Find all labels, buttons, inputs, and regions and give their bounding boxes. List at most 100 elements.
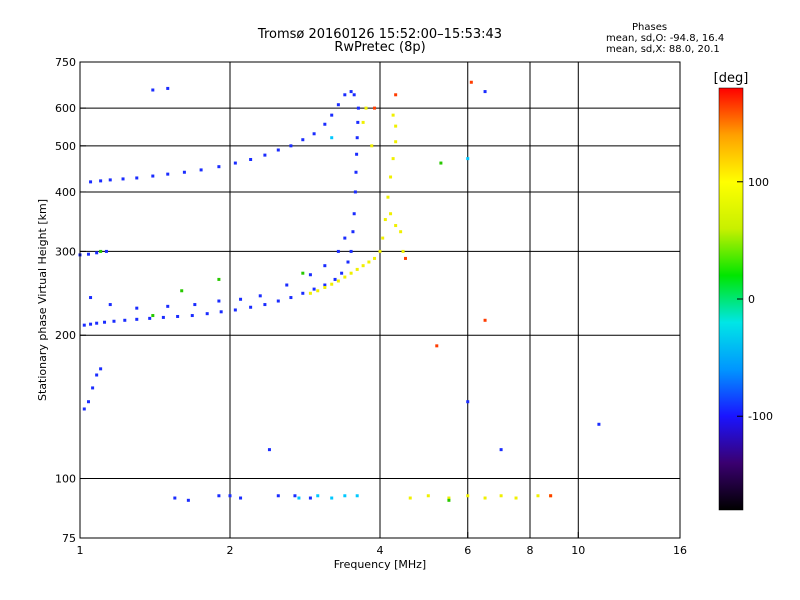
data-point [391, 157, 395, 161]
data-point [514, 496, 518, 500]
data-point [190, 314, 194, 318]
data-point [330, 496, 334, 500]
data-point [89, 322, 93, 326]
data-point [217, 299, 221, 303]
data-point [301, 291, 305, 295]
data-point [86, 400, 90, 404]
data-point [312, 287, 316, 291]
data-point [389, 175, 393, 179]
data-point [316, 289, 320, 293]
data-point [99, 179, 103, 183]
data-point [426, 494, 430, 498]
colorbar-tick-label: 100 [748, 176, 769, 189]
y-tick-label: 400 [55, 186, 76, 199]
data-point [95, 251, 99, 255]
data-point [597, 422, 601, 426]
data-point [356, 120, 360, 124]
data-point [108, 178, 112, 182]
data-point [394, 140, 398, 144]
data-point [89, 296, 93, 300]
data-point [354, 170, 358, 174]
x-tick-label: 16 [673, 544, 687, 557]
data-point [276, 148, 280, 152]
data-point [343, 236, 347, 240]
data-point [308, 291, 312, 295]
data-point [297, 496, 301, 500]
data-point [349, 249, 353, 253]
data-point [103, 320, 107, 324]
phases-label: Phases [632, 22, 668, 33]
data-point [323, 264, 327, 268]
data-point [239, 297, 243, 301]
colorbar-tick-label: -100 [748, 410, 773, 423]
data-point [186, 498, 190, 502]
data-point [447, 496, 451, 500]
data-point [123, 318, 127, 322]
data-point [336, 249, 340, 253]
data-point [536, 494, 540, 498]
chart-subtitle: RwPretec (8p) [334, 40, 426, 55]
data-point [373, 256, 377, 260]
data-point [276, 494, 280, 498]
data-point [323, 122, 327, 126]
data-point [135, 306, 139, 310]
x-mode-stats: mean, sd,X: 88.0, 20.1 [606, 44, 720, 55]
data-point [151, 314, 155, 318]
colorbar-ticks: -100 0 100 [737, 176, 773, 423]
data-point [466, 157, 470, 161]
data-point [394, 93, 398, 97]
data-point [351, 230, 355, 234]
data-point [346, 260, 350, 264]
data-point [483, 496, 487, 500]
data-point [352, 93, 356, 97]
data-point [466, 400, 470, 404]
data-point [361, 264, 365, 268]
data-point [447, 498, 451, 502]
data-point [349, 271, 353, 275]
data-point [394, 124, 398, 128]
data-point [249, 305, 253, 309]
data-point [403, 256, 407, 260]
data-point [466, 494, 470, 498]
y-axis-ticks: 75 100 200 300 400 500 600 750 [55, 56, 86, 545]
data-point [95, 373, 99, 377]
data-point [233, 308, 237, 312]
data-point [263, 153, 267, 157]
data-point [336, 279, 340, 283]
data-point [95, 321, 99, 325]
data-point [182, 170, 186, 174]
colorbar-label: [deg] [714, 71, 749, 86]
data-point [89, 180, 93, 184]
data-point [381, 236, 385, 240]
data-point [91, 386, 95, 390]
data-point [148, 316, 152, 320]
data-point [199, 168, 203, 172]
data-point [389, 212, 393, 216]
y-tick-label: 750 [55, 56, 76, 69]
chart-title: Tromsø 20160126 15:52:00–15:53:43 [257, 27, 503, 42]
data-point [217, 277, 221, 281]
data-point [336, 103, 340, 107]
data-point [356, 106, 360, 110]
data-point [386, 195, 390, 199]
data-point [289, 144, 293, 148]
data-point [258, 294, 262, 298]
data-point [151, 88, 155, 92]
data-point [176, 314, 180, 318]
x-tick-label: 4 [377, 544, 384, 557]
y-axis-label: Stationary phase Virtual Height [km] [36, 199, 49, 401]
data-point [86, 252, 90, 256]
data-point [276, 299, 280, 303]
data-point [217, 494, 221, 498]
data-point [135, 317, 139, 321]
data-point [112, 319, 116, 323]
data-point [205, 312, 209, 316]
data-point [435, 344, 439, 348]
data-point [151, 174, 155, 178]
data-point [180, 289, 184, 293]
data-point [166, 304, 170, 308]
data-point [166, 86, 170, 90]
data-point [108, 303, 112, 307]
x-tick-label: 2 [227, 544, 234, 557]
data-point [330, 113, 334, 117]
